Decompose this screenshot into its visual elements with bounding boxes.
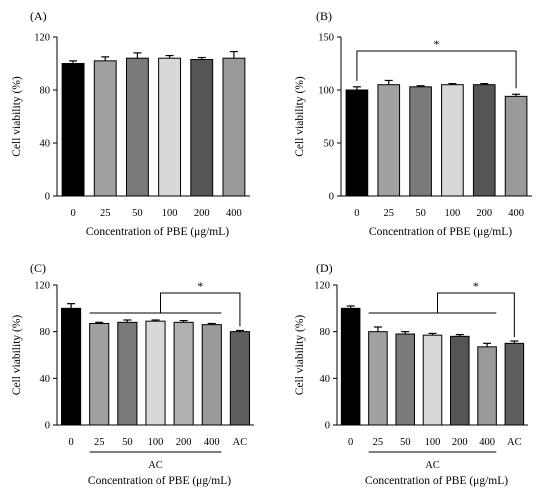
x-tick-label: 200: [194, 208, 210, 219]
group-label: AC: [425, 460, 440, 471]
x-tick-label: 400: [479, 437, 495, 448]
bar: [504, 95, 528, 197]
bar: [158, 57, 182, 197]
bar: [377, 84, 401, 197]
x-tick-label: 25: [384, 208, 395, 219]
bar: [450, 335, 470, 426]
bar: [173, 321, 194, 426]
y-tick-label: 120: [314, 281, 330, 292]
panel-label: (D): [316, 261, 333, 275]
y-tick-label: 120: [34, 281, 50, 292]
bar: [395, 333, 415, 426]
panel-label: (A): [30, 9, 47, 23]
x-tick-label: 25: [373, 437, 384, 448]
y-tick-label: 40: [320, 374, 331, 385]
x-tick-label: 200: [476, 208, 492, 219]
chart-panel-c: (C) 0 40 80 120 Cell viability (%) 0 25 50 100 200…: [11, 261, 254, 487]
x-tick-label: 100: [162, 208, 178, 219]
bar: [125, 57, 149, 197]
y-axis-title: Cell viability (%): [11, 315, 23, 396]
x-tick-label: 50: [132, 208, 143, 219]
y-axis-title: Cell viability (%): [11, 76, 23, 157]
x-axis-title: Concentration of PBE (μg/mL): [88, 475, 231, 487]
x-tick-label: 0: [70, 208, 75, 219]
x-tick-label: 400: [508, 208, 524, 219]
bar: [222, 57, 246, 197]
panels-container: (A) 0 40 80 120 Cell viability (%) 0 25 50 100 200…: [11, 9, 532, 487]
bar: [340, 307, 361, 426]
y-tick-label: 80: [40, 327, 51, 338]
bar: [504, 342, 525, 426]
y-tick-label: 50: [324, 139, 335, 150]
x-tick-label: 50: [400, 437, 411, 448]
bar: [441, 84, 464, 197]
bar: [472, 84, 496, 197]
x-tick-label: 0: [348, 437, 353, 448]
bar: [89, 323, 110, 426]
chart-panel-a: (A) 0 40 80 120 Cell viability (%) 0 25 50 100 200…: [11, 9, 250, 238]
x-tick-label: 25: [100, 208, 111, 219]
x-tick-label: 0: [354, 208, 359, 219]
bar: [61, 63, 85, 197]
group-label: AC: [148, 460, 163, 471]
x-tick-label: 100: [445, 208, 461, 219]
bar: [145, 320, 166, 426]
x-tick-label: 100: [425, 437, 441, 448]
x-tick-label: 25: [94, 437, 105, 448]
x-tick-label: 50: [415, 208, 426, 219]
panel-label: (C): [30, 261, 46, 275]
chart-panel-b: (B) 0 50 100 150 Cell viability (%) 0 25 50 100 20…: [294, 9, 532, 238]
significance-bracket: [160, 292, 241, 327]
y-tick-label: 100: [318, 86, 334, 97]
y-tick-label: 0: [45, 421, 50, 432]
significance-star: *: [473, 279, 479, 293]
y-tick-label: 150: [318, 33, 334, 44]
bar: [422, 334, 443, 426]
x-tick-label: 50: [122, 437, 133, 448]
bar: [117, 321, 138, 426]
bar: [477, 346, 497, 426]
x-axis-title: Concentration of PBE (μg/mL): [369, 226, 512, 238]
bar: [61, 307, 82, 426]
significance-star: *: [197, 279, 203, 293]
chart-panel-d: (D) 0 40 80 120 Cell viability (%) 0 25 50 100 200…: [294, 261, 528, 487]
x-tick-label: 400: [226, 208, 242, 219]
y-tick-label: 0: [329, 192, 334, 203]
significance-bracket: [437, 292, 515, 337]
y-tick-label: 120: [34, 33, 50, 44]
bar: [409, 86, 432, 197]
bar: [93, 60, 117, 197]
y-tick-label: 80: [320, 327, 331, 338]
y-axis-title: Cell viability (%): [294, 315, 306, 396]
x-tick-label: AC: [507, 437, 522, 448]
x-axis-title: Concentration of PBE (μg/mL): [86, 226, 229, 238]
y-tick-label: 40: [40, 139, 51, 150]
y-tick-label: 0: [325, 421, 330, 432]
bar: [345, 89, 369, 197]
panel-label: (B): [316, 9, 332, 23]
x-axis-title: Concentration of PBE (μg/mL): [365, 475, 508, 487]
x-tick-label: 200: [176, 437, 192, 448]
y-tick-label: 80: [40, 86, 51, 97]
bar: [229, 331, 250, 426]
significance-bracket: [356, 50, 517, 89]
bar: [190, 59, 214, 197]
bar: [368, 331, 388, 426]
significance-star: *: [434, 37, 440, 51]
x-tick-label: 0: [68, 437, 73, 448]
x-tick-label: 100: [148, 437, 164, 448]
y-tick-label: 0: [45, 192, 50, 203]
x-tick-label: 400: [204, 437, 220, 448]
x-tick-label: AC: [233, 437, 248, 448]
bar: [201, 324, 222, 426]
y-axis-title: Cell viability (%): [294, 76, 306, 157]
x-tick-label: 200: [452, 437, 468, 448]
y-tick-label: 40: [40, 374, 51, 385]
